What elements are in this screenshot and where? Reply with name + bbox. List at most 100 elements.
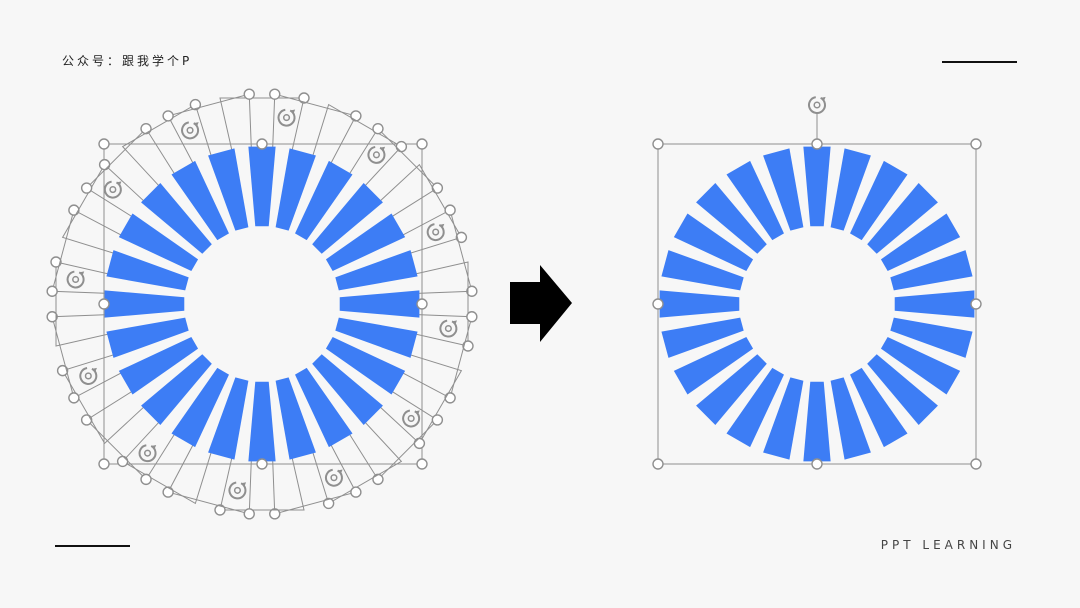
- segment-resize-handle[interactable]: [140, 473, 152, 486]
- segment-resize-handle[interactable]: [466, 311, 478, 323]
- segment-resize-handle[interactable]: [243, 88, 255, 100]
- segment-resize-handle[interactable]: [269, 88, 281, 100]
- segment-resize-handle[interactable]: [162, 110, 174, 122]
- segment-resize-handle[interactable]: [162, 486, 174, 498]
- ring-segment: [673, 337, 754, 395]
- bounding-box-handle[interactable]: [970, 138, 982, 150]
- segment-resize-handle[interactable]: [431, 414, 444, 426]
- ring-segment: [803, 381, 831, 462]
- segment-selection-frame[interactable]: [370, 311, 478, 404]
- rotate-handle-icon[interactable]: [367, 145, 386, 164]
- bounding-box-handle[interactable]: [98, 298, 110, 310]
- segment-resize-handle[interactable]: [98, 158, 111, 171]
- ring-segment: [803, 146, 831, 227]
- ring-segment: [118, 337, 199, 395]
- segment-selection-frame[interactable]: [379, 261, 474, 352]
- ring-segment: [830, 148, 871, 231]
- ring-segment: [118, 213, 199, 271]
- ring-segment: [171, 367, 229, 448]
- segment-selection-frame[interactable]: [219, 92, 310, 187]
- segment-resize-handle[interactable]: [214, 504, 226, 516]
- rotate-handle-icon[interactable]: [808, 96, 826, 114]
- segment-resize-handle[interactable]: [56, 364, 69, 377]
- bounding-box-handle[interactable]: [416, 458, 428, 470]
- segment-resize-handle[interactable]: [466, 285, 478, 297]
- rotate-handle-icon[interactable]: [66, 270, 85, 289]
- segment-resize-handle[interactable]: [80, 414, 93, 426]
- bounding-box-handle[interactable]: [416, 138, 428, 150]
- segment-resize-handle[interactable]: [444, 204, 456, 216]
- ring-segment: [890, 317, 973, 358]
- segment-resize-handle[interactable]: [395, 140, 408, 153]
- segment-resize-handle[interactable]: [413, 437, 426, 450]
- segment-selection-frame[interactable]: [269, 412, 362, 520]
- segment-resize-handle[interactable]: [350, 486, 362, 498]
- segment-resize-handle[interactable]: [46, 311, 58, 323]
- segment-selection-frame[interactable]: [46, 204, 154, 297]
- segment-selection-frame[interactable]: [370, 204, 478, 297]
- segment-resize-handle[interactable]: [322, 497, 335, 510]
- rotate-handle-icon[interactable]: [181, 121, 200, 140]
- bounding-box-handle[interactable]: [256, 458, 268, 470]
- segment-resize-handle[interactable]: [46, 285, 58, 297]
- bounding-box-handle[interactable]: [970, 298, 982, 310]
- rotate-handle-icon[interactable]: [439, 319, 458, 338]
- segment-resize-handle[interactable]: [431, 182, 444, 194]
- ring-segment: [106, 250, 189, 291]
- rotate-handle-icon[interactable]: [324, 468, 343, 487]
- ring-segment: [726, 367, 784, 448]
- rotate-handle-icon[interactable]: [228, 481, 247, 500]
- segment-selection-frame[interactable]: [329, 122, 444, 237]
- segment-resize-handle[interactable]: [50, 256, 62, 268]
- segment-resize-handle[interactable]: [68, 392, 80, 404]
- bounding-box-handle[interactable]: [652, 138, 664, 150]
- segment-resize-handle[interactable]: [455, 231, 468, 244]
- ring-segment: [325, 213, 406, 271]
- segment-selection-frame[interactable]: [46, 311, 154, 404]
- segment-resize-handle[interactable]: [269, 508, 281, 520]
- bounding-box-handle[interactable]: [811, 458, 823, 470]
- segment-resize-handle[interactable]: [372, 473, 384, 486]
- bounding-box-handle[interactable]: [811, 138, 823, 150]
- rotate-handle-icon[interactable]: [103, 180, 122, 199]
- rotate-handle-icon[interactable]: [402, 409, 421, 428]
- segment-resize-handle[interactable]: [80, 182, 93, 194]
- bounding-box-handle[interactable]: [98, 458, 110, 470]
- bounding-box-handle[interactable]: [416, 298, 428, 310]
- segment-selection-frame[interactable]: [162, 88, 255, 196]
- segment-resize-handle[interactable]: [243, 508, 255, 520]
- segment-resize-handle[interactable]: [116, 455, 129, 468]
- rotate-handle-icon[interactable]: [277, 108, 296, 127]
- bounding-box-handle[interactable]: [652, 298, 664, 310]
- ring-segment: [171, 160, 229, 241]
- segment-resize-handle[interactable]: [372, 122, 384, 135]
- segment-selection-frame[interactable]: [50, 256, 145, 347]
- rotate-handle-icon[interactable]: [138, 444, 157, 463]
- bounding-box-handle[interactable]: [970, 458, 982, 470]
- segment-selection-frame[interactable]: [352, 163, 468, 265]
- segment-selection-frame[interactable]: [56, 343, 172, 445]
- ring-segment: [312, 354, 383, 425]
- rotate-handle-icon[interactable]: [79, 367, 98, 385]
- segment-resize-handle[interactable]: [444, 392, 456, 404]
- segment-resize-handle[interactable]: [462, 340, 474, 352]
- segment-resize-handle[interactable]: [189, 98, 202, 111]
- segment-selection-frame[interactable]: [214, 421, 305, 516]
- bounding-box-handle[interactable]: [256, 138, 268, 150]
- segment-resize-handle[interactable]: [350, 110, 362, 122]
- ring-segment: [335, 250, 418, 291]
- segment-selection-frame[interactable]: [80, 371, 195, 486]
- ring-segment: [312, 183, 383, 254]
- bounding-box-handle[interactable]: [98, 138, 110, 150]
- ring-segment: [339, 290, 420, 318]
- segment-resize-handle[interactable]: [298, 92, 310, 104]
- rotate-handle-icon[interactable]: [426, 223, 445, 241]
- segment-resize-handle[interactable]: [140, 122, 152, 135]
- ring-segment: [141, 354, 212, 425]
- segment-selection-frame[interactable]: [121, 98, 223, 214]
- bounding-box-handle[interactable]: [652, 458, 664, 470]
- segment-resize-handle[interactable]: [68, 204, 80, 216]
- segment-selection-frame[interactable]: [301, 394, 403, 510]
- ring-segment: [335, 317, 418, 358]
